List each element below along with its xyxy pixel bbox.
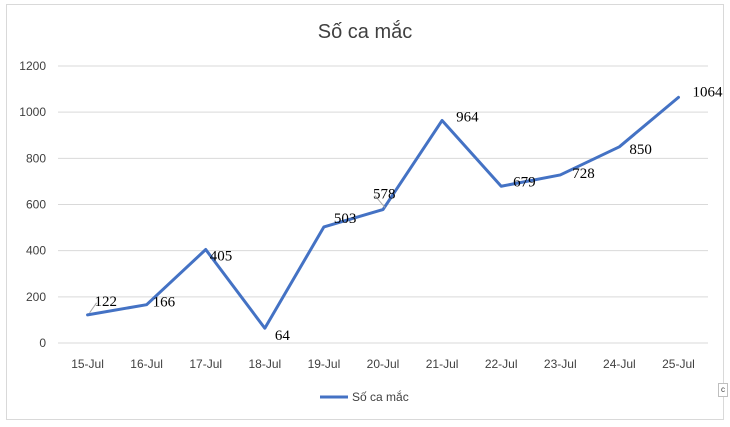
data-label: 1064 <box>692 84 723 100</box>
y-tick-label: 0 <box>39 336 46 350</box>
x-tick-label: 15-Jul <box>71 357 104 371</box>
x-tick-label: 20-Jul <box>367 357 400 371</box>
y-tick-label: 600 <box>26 198 46 212</box>
data-label: 122 <box>95 294 118 310</box>
chart-corner-handle[interactable]: c <box>718 383 728 397</box>
data-label: 578 <box>373 187 396 203</box>
legend-label: Số ca mắc <box>352 389 409 404</box>
y-tick-label: 1000 <box>19 105 46 119</box>
data-label: 166 <box>153 295 176 311</box>
data-labels: 122 166 405 64 503 578 964 679 728 850 1064 <box>89 84 723 344</box>
x-tick-label: 19-Jul <box>308 357 341 371</box>
series-layer <box>86 95 680 330</box>
x-tick-label: 17-Jul <box>189 357 222 371</box>
x-tick-label: 18-Jul <box>248 357 281 371</box>
chart-title: Số ca mắc <box>318 20 412 43</box>
data-label: 405 <box>210 249 233 265</box>
y-tick-label: 200 <box>26 290 46 304</box>
data-label: 64 <box>275 328 291 344</box>
x-tick-label: 21-Jul <box>426 357 459 371</box>
data-label: 679 <box>513 174 536 190</box>
y-tick-label: 400 <box>26 244 46 258</box>
x-axis-ticks: 15-Jul 16-Jul 17-Jul 18-Jul 19-Jul 20-Jul 21-J… <box>71 357 695 371</box>
data-label-leader <box>374 195 386 208</box>
x-tick-label: 22-Jul <box>485 357 518 371</box>
data-label: 503 <box>334 211 357 227</box>
x-tick-label: 24-Jul <box>603 357 636 371</box>
chart-frame[interactable] <box>6 4 724 420</box>
data-label-leader <box>89 302 97 314</box>
y-tick-label: 800 <box>26 151 46 165</box>
data-label: 850 <box>629 142 652 158</box>
y-axis-ticks: 0 200 400 600 800 1000 1200 <box>19 59 46 350</box>
y-tick-label: 1200 <box>19 59 46 73</box>
x-tick-label: 23-Jul <box>544 357 577 371</box>
series-line <box>86 95 680 330</box>
x-tick-label: 25-Jul <box>662 357 695 371</box>
data-label: 728 <box>572 166 595 182</box>
legend: Số ca mắc <box>320 389 409 404</box>
x-tick-label: 16-Jul <box>130 357 163 371</box>
data-label: 964 <box>456 109 479 125</box>
gridlines <box>58 65 708 344</box>
